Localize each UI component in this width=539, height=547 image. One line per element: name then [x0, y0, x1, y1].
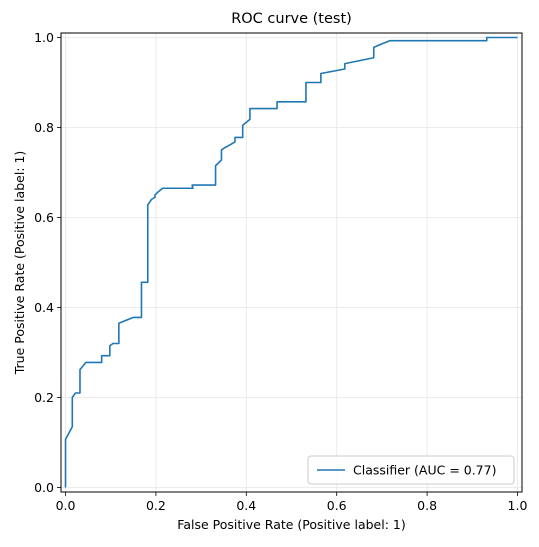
plot-area: [64, 36, 518, 488]
legend: Classifier (AUC = 0.77): [307, 455, 515, 485]
y-tick-label: 0.6: [34, 210, 54, 225]
y-tick-label: 0.4: [34, 300, 54, 315]
x-tick-label: 0.4: [236, 498, 256, 513]
x-tick-label: 0.8: [417, 498, 437, 513]
x-tick-label: 0.2: [146, 498, 166, 513]
ticks: 0.0 0.2 0.4 0.6 0.8 1.0 0.0 0.2 0.4 0.6 0.8 1.0: [34, 30, 527, 513]
chart-title: ROC curve (test): [231, 11, 352, 27]
x-tick-label: 0.6: [327, 498, 347, 513]
axes-frame: [60, 32, 523, 493]
grid: [61, 33, 522, 492]
y-tick-label: 0.0: [34, 480, 54, 495]
y-tick-label: 0.2: [34, 390, 54, 405]
legend-box: [307, 455, 515, 485]
x-axis-label: False Positive Rate (Positive label: 1): [177, 517, 405, 532]
legend-label-classifier: Classifier (AUC = 0.77): [353, 463, 496, 478]
y-tick-label: 0.8: [34, 120, 54, 135]
x-tick-label: 1.0: [508, 498, 528, 513]
y-axis-label: True Positive Rate (Positive label: 1): [12, 151, 27, 376]
series-line-classifier: [64, 36, 518, 488]
y-tick-label: 1.0: [34, 30, 54, 45]
x-tick-label: 0.0: [56, 498, 76, 513]
